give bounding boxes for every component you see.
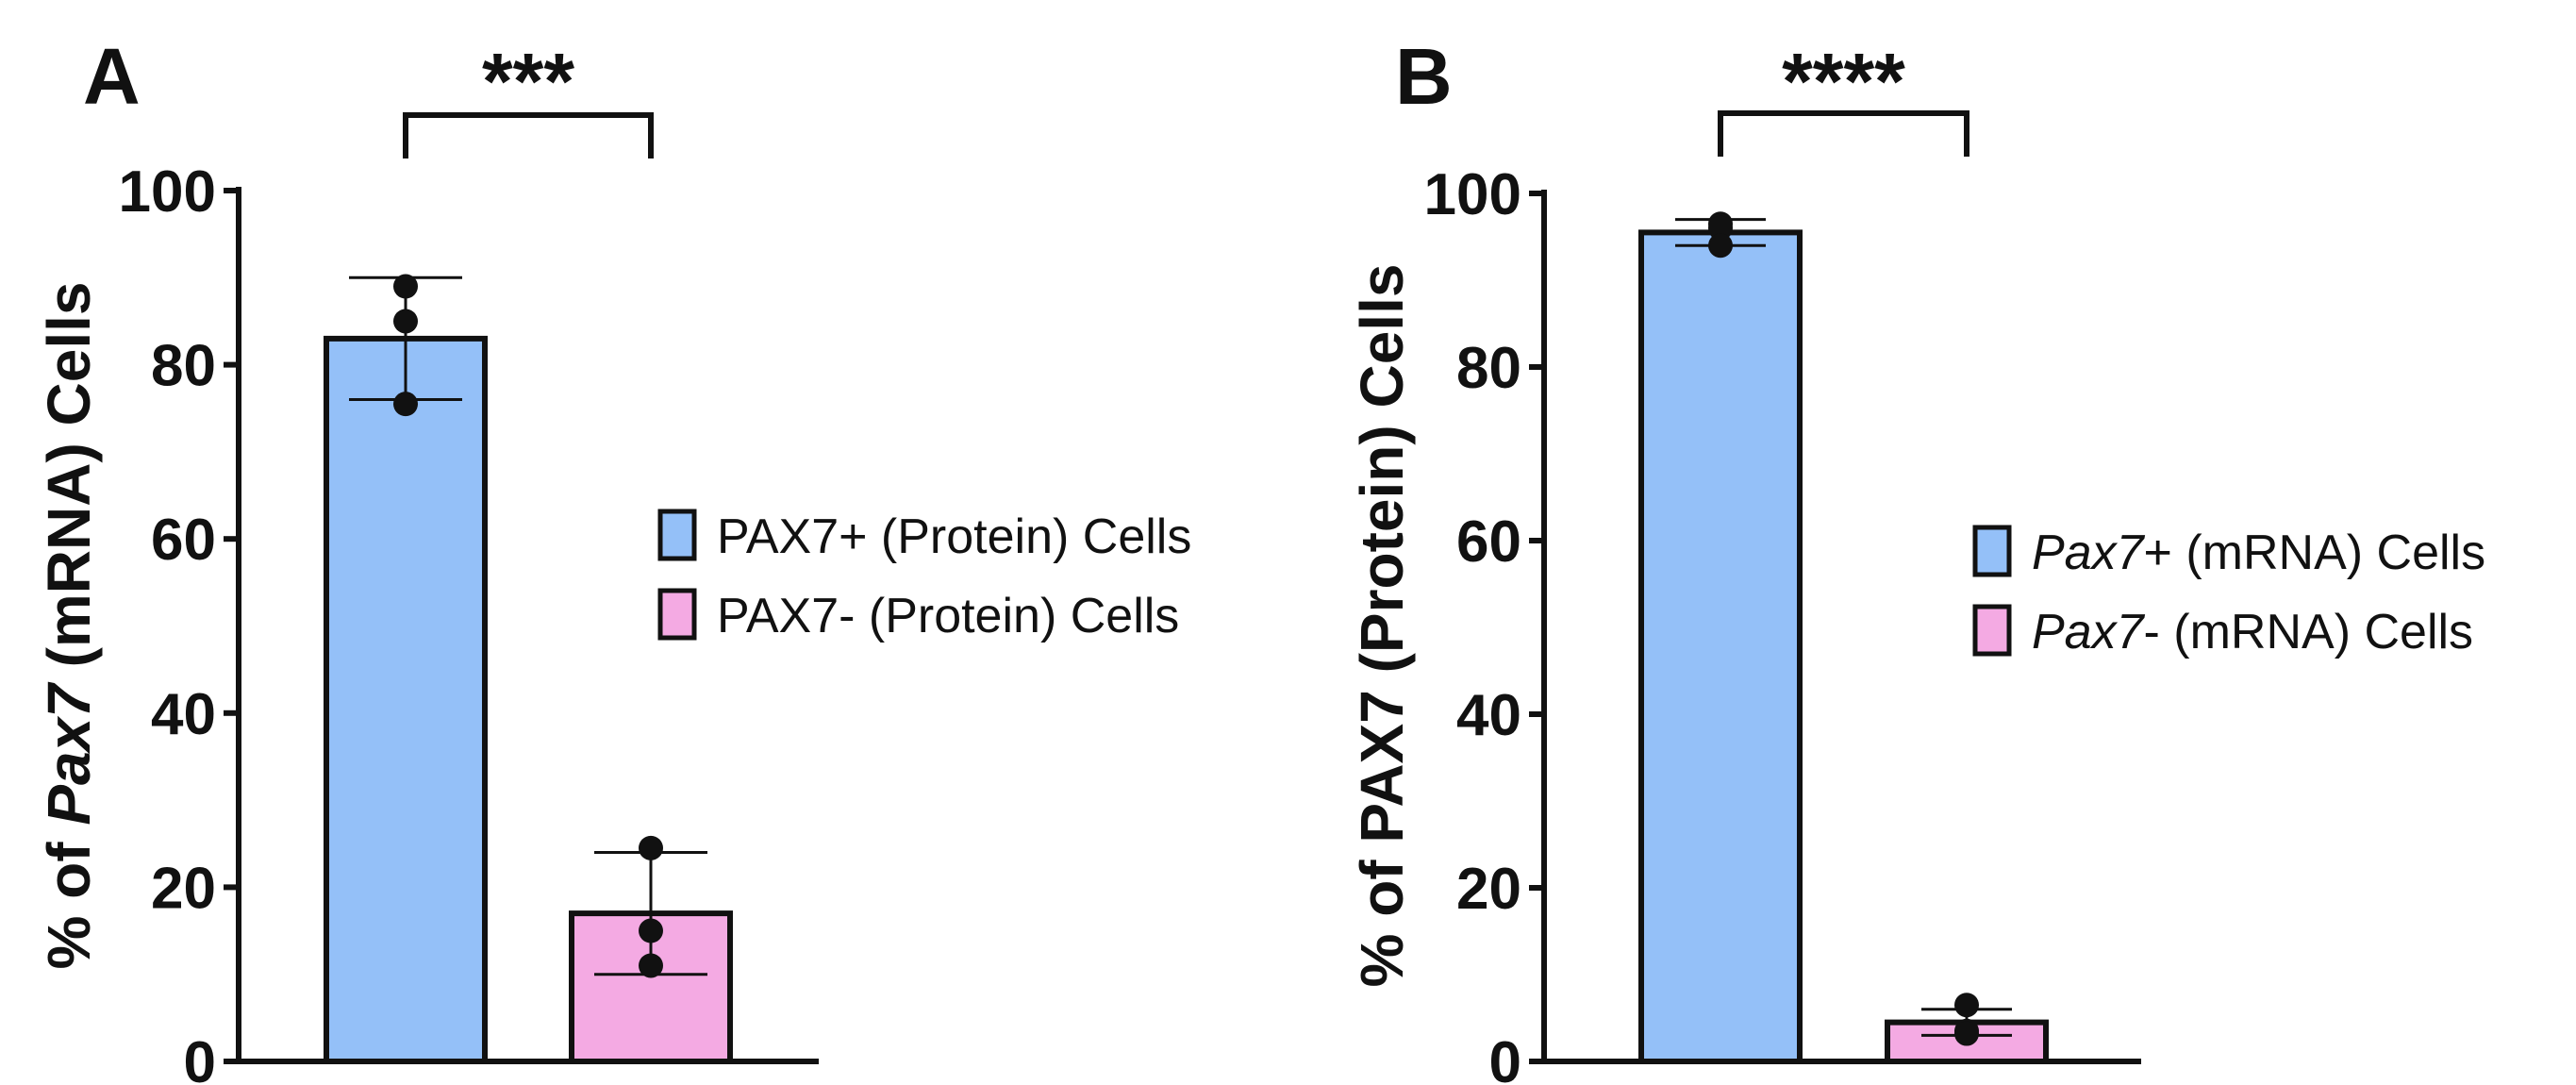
significance-bracket <box>403 112 654 159</box>
legend-label-part: Pax7 <box>2032 605 2146 659</box>
y-axis-label-part: % of PAX7 (Protein) Cells <box>1348 264 1416 988</box>
legend-label-part: PAX7- (Protein) Cells <box>717 589 1179 643</box>
data-point <box>639 835 663 860</box>
data-point <box>1708 233 1733 259</box>
legend-label: PAX7- (Protein) Cells <box>717 589 1179 643</box>
data-point <box>393 392 418 417</box>
significance-bracket <box>1718 110 1969 157</box>
y-tick-label: 20 <box>151 856 216 921</box>
data-point <box>393 274 418 299</box>
panel-letter: B <box>1395 32 1453 121</box>
y-tick-label: 0 <box>1489 1030 1521 1085</box>
legend-label-part: - (mRNA) Cells <box>2144 605 2474 659</box>
y-tick-label: 80 <box>151 334 216 399</box>
y-axis-label-part: Pax7 <box>35 681 103 826</box>
data-point <box>639 953 663 978</box>
chart-panel-b: B % of PAX7 (Protein) Cells 0 20 40 60 80 100 **… <box>1348 32 2485 1085</box>
legend-label: Pax7+ (mRNA) Cells <box>2032 526 2485 580</box>
legend-swatch <box>1972 604 2012 657</box>
legend-label-part: + (mRNA) Cells <box>2144 526 2486 580</box>
legend-label: Pax7- (mRNA) Cells <box>2032 605 2473 659</box>
legend-label-part: PAX7+ (Protein) Cells <box>717 509 1191 564</box>
y-tick-label: 40 <box>1456 683 1521 748</box>
y-tick-label: 0 <box>184 1030 216 1085</box>
legend-swatch <box>657 509 697 561</box>
y-axis-label: % of PAX7 (Protein) Cells <box>1348 264 1416 988</box>
bar <box>1638 229 1803 1064</box>
y-tick-label: 80 <box>1456 336 1521 401</box>
y-tick-label: 60 <box>1456 509 1521 575</box>
y-axis-label: % of Pax7 (mRNA) Cells <box>35 281 103 969</box>
data-point <box>393 309 418 334</box>
y-tick-label: 20 <box>1456 857 1521 922</box>
chart-panel-a: A % of Pax7 (mRNA) Cells 0 20 40 60 80 100 *** PA… <box>35 32 1191 1085</box>
significance-stars: *** <box>482 37 574 125</box>
legend-label: PAX7+ (Protein) Cells <box>717 509 1191 564</box>
legend-swatch <box>657 588 697 641</box>
data-point <box>1954 993 1979 1018</box>
data-point <box>1708 215 1733 241</box>
data-point <box>1954 1021 1979 1046</box>
data-point <box>639 918 663 943</box>
significance-stars: **** <box>1782 37 1905 125</box>
legend-swatch <box>1972 525 2012 577</box>
y-axis-label-part: % of <box>35 826 103 970</box>
y-tick-label: 100 <box>1424 162 1521 227</box>
panel-letter: A <box>83 32 141 121</box>
bar <box>324 335 488 1065</box>
y-axis-label-part: (mRNA) Cells <box>35 281 103 684</box>
legend-label-part: Pax7 <box>2032 526 2146 580</box>
y-tick-label: 40 <box>151 682 216 747</box>
y-tick-label: 100 <box>119 159 216 225</box>
y-tick-label: 60 <box>151 508 216 573</box>
